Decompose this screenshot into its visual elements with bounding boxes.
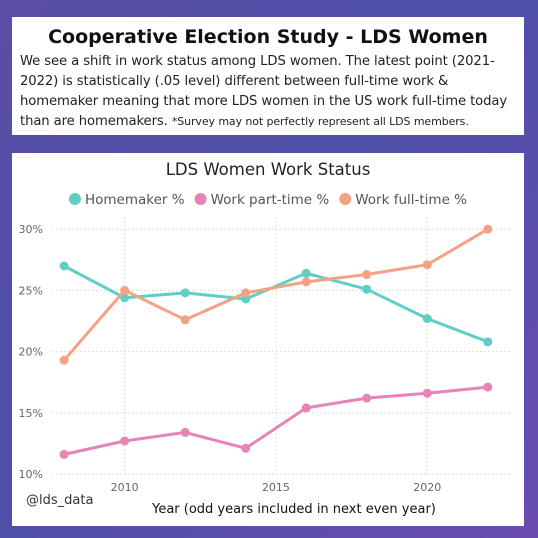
- data-point: [120, 285, 130, 295]
- chart-legend: Homemaker % Work part-time % Work full-tim…: [68, 192, 467, 208]
- y-tick-label: 15%: [19, 407, 43, 420]
- x-axis-label: Year (odd years included in next even ye…: [151, 502, 436, 517]
- x-tick-label: 2020: [413, 481, 441, 494]
- series-line-2: [62, 227, 490, 362]
- legend-marker: [339, 193, 352, 205]
- chart-card: LDS Women Work Status Homemaker % Work pa…: [12, 153, 524, 526]
- data-point: [422, 314, 432, 324]
- x-tick-label: 2010: [111, 481, 139, 494]
- data-point: [241, 288, 251, 298]
- legend-label: Homemaker %: [85, 192, 185, 208]
- y-tick-label: 10%: [19, 468, 43, 481]
- data-point: [422, 260, 432, 270]
- data-point: [483, 382, 493, 392]
- legend-item-1: Work part-time %: [194, 192, 330, 208]
- legend-item-0: Homemaker %: [68, 192, 185, 208]
- data-point: [301, 277, 311, 287]
- survey-footnote: *Survey may not perfectly represent all …: [171, 115, 469, 128]
- x-tick-label: 2015: [262, 481, 290, 494]
- data-point: [483, 224, 493, 234]
- data-point: [59, 355, 69, 365]
- y-tick-label: 20%: [19, 346, 43, 359]
- data-point: [362, 270, 372, 280]
- page-title: Cooperative Election Study - LDS Women: [48, 26, 488, 48]
- data-point: [180, 288, 190, 298]
- data-point: [483, 337, 493, 347]
- data-point: [301, 403, 311, 413]
- line-chart: LDS Women Work Status Homemaker % Work pa…: [19, 160, 512, 517]
- watermark-handle: @lds_data: [26, 493, 93, 508]
- y-tick-label: 25%: [19, 284, 43, 297]
- x-axis: 2010 2015 2020: [111, 481, 442, 494]
- data-point: [120, 293, 130, 303]
- data-point: [59, 449, 69, 459]
- data-point: [301, 268, 311, 278]
- description-text: We see a shift in work status among LDS …: [20, 52, 516, 132]
- y-tick-label: 30%: [19, 223, 43, 236]
- legend-label: Work part-time %: [211, 192, 330, 208]
- data-point: [362, 284, 372, 294]
- legend-item-2: Work full-time %: [339, 192, 467, 208]
- description-card: Cooperative Election Study - LDS Women W…: [12, 17, 524, 135]
- chart-series: [59, 224, 493, 459]
- data-point: [362, 393, 372, 403]
- data-point: [120, 436, 130, 446]
- y-axis: 10% 15% 20% 25% 30%: [19, 223, 43, 481]
- legend-marker: [68, 193, 81, 205]
- data-point: [180, 427, 190, 437]
- legend-marker: [194, 193, 207, 205]
- series-line-1: [62, 385, 490, 456]
- data-point: [180, 315, 190, 325]
- data-point: [59, 261, 69, 271]
- chart-title: LDS Women Work Status: [166, 160, 371, 179]
- legend-label: Work full-time %: [355, 192, 467, 208]
- data-point: [422, 388, 432, 398]
- description-body: We see a shift in work status among LDS …: [20, 54, 508, 129]
- data-point: [241, 443, 251, 453]
